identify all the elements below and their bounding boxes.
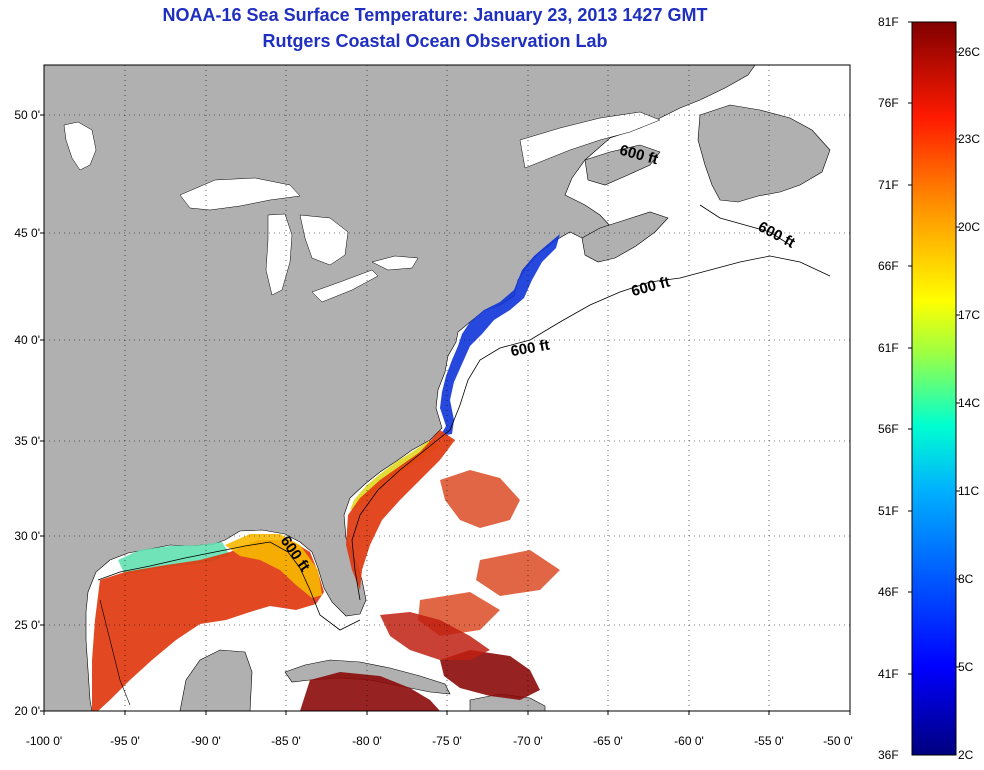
colorbar-label-c: 26C bbox=[958, 45, 981, 59]
sst-caribbean-hot bbox=[300, 650, 540, 711]
lon-tick: -65 0' bbox=[593, 734, 623, 748]
map-title: NOAA-16 Sea Surface Temperature: January… bbox=[162, 5, 708, 25]
lat-tick: 35 0' bbox=[14, 434, 40, 448]
land-north-america bbox=[44, 65, 756, 711]
colorbar-label-c: 17C bbox=[958, 308, 981, 322]
isobath-600ft-atlantic bbox=[351, 255, 831, 601]
lake-huron bbox=[299, 214, 349, 266]
lon-tick: -50 0' bbox=[823, 734, 853, 748]
lat-tick: 30 0' bbox=[14, 529, 40, 543]
colorbar-label-f: 76F bbox=[878, 96, 899, 110]
colorbar-label-c: 14C bbox=[958, 396, 981, 410]
colorbar-label-c: 2C bbox=[958, 748, 974, 762]
lon-tick: -95 0' bbox=[110, 734, 140, 748]
lon-tick: -100 0' bbox=[25, 734, 63, 748]
land-nova-scotia bbox=[581, 211, 669, 263]
lat-tick: 25 0' bbox=[14, 618, 40, 632]
colorbar-label-f: 46F bbox=[878, 585, 899, 599]
lat-tick: 45 0' bbox=[14, 226, 40, 240]
st-lawrence-river bbox=[519, 111, 661, 169]
land-yucatan bbox=[179, 649, 253, 711]
axis-tick-marks bbox=[40, 114, 851, 715]
colorbar-label-f: 51F bbox=[878, 504, 899, 518]
lat-tick: 20 0' bbox=[14, 704, 40, 718]
colorbar-ticks bbox=[908, 21, 960, 675]
colorbar-label-c: 23C bbox=[958, 132, 981, 146]
colorbar-label-c: 5C bbox=[958, 660, 974, 674]
lake-michigan bbox=[265, 213, 293, 296]
land-gaspe bbox=[584, 144, 661, 186]
colorbar bbox=[911, 21, 957, 756]
map-subtitle: Rutgers Coastal Ocean Observation Lab bbox=[262, 31, 608, 51]
lon-tick: -80 0' bbox=[352, 734, 382, 748]
colorbar-label-f: 81F bbox=[878, 15, 899, 29]
lon-tick: -60 0' bbox=[674, 734, 704, 748]
lake-ontario bbox=[371, 255, 419, 271]
lake-winnipeg bbox=[63, 121, 97, 171]
isobath-600ft-gulf bbox=[97, 541, 361, 631]
isobath-label: 600 ft bbox=[509, 337, 551, 361]
lat-tick: 50 0' bbox=[14, 108, 40, 122]
colorbar-label-c: 11C bbox=[958, 484, 980, 498]
colorbar-label-c: 20C bbox=[958, 220, 981, 234]
lon-tick: -90 0' bbox=[191, 734, 221, 748]
lake-superior bbox=[179, 177, 301, 211]
isobath-600ft-newfoundland bbox=[699, 204, 791, 246]
lake-erie bbox=[311, 269, 379, 303]
colorbar-label-f: 71F bbox=[878, 178, 899, 192]
sst-gulf-warm bbox=[92, 540, 324, 711]
lat-tick: 40 0' bbox=[14, 333, 40, 347]
colorbar-label-f: 36F bbox=[878, 748, 899, 762]
lon-tick: -55 0' bbox=[754, 734, 784, 748]
colorbar-label-f: 56F bbox=[878, 422, 899, 436]
lon-tick: -85 0' bbox=[271, 734, 301, 748]
lon-tick: -70 0' bbox=[513, 734, 543, 748]
sst-cold-coastal bbox=[440, 234, 560, 436]
sst-gulf-yellow bbox=[225, 534, 322, 598]
colorbar-label-f: 41F bbox=[878, 667, 899, 681]
isobath-600ft-gulf-inner bbox=[99, 599, 131, 706]
sst-gulf-stream bbox=[346, 430, 455, 590]
lon-tick: -75 0' bbox=[432, 734, 462, 748]
land-newfoundland bbox=[697, 104, 831, 203]
colorbar-label-f: 61F bbox=[878, 341, 899, 355]
colorbar-label-c: 8C bbox=[958, 572, 974, 586]
sst-florida-strait bbox=[380, 612, 490, 660]
colorbar-label-f: 66F bbox=[878, 259, 899, 273]
